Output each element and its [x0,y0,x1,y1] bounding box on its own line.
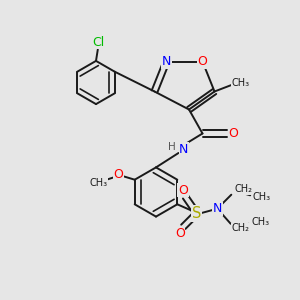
Text: CH₂: CH₂ [234,184,252,194]
Text: S: S [192,206,202,221]
Text: CH₃: CH₃ [251,217,269,227]
Text: CH₂: CH₂ [232,223,250,233]
Text: N: N [179,143,189,156]
Text: CH₃: CH₃ [89,178,107,188]
Text: O: O [178,184,188,197]
Text: O: O [113,168,123,181]
Text: N: N [212,202,222,215]
Text: CH₃: CH₃ [253,192,271,202]
Text: H: H [168,142,176,152]
Text: O: O [175,227,184,240]
Text: Cl: Cl [92,36,104,49]
Text: O: O [198,55,207,68]
Text: N: N [162,55,171,68]
Text: O: O [228,127,238,140]
Text: CH₃: CH₃ [232,77,250,88]
